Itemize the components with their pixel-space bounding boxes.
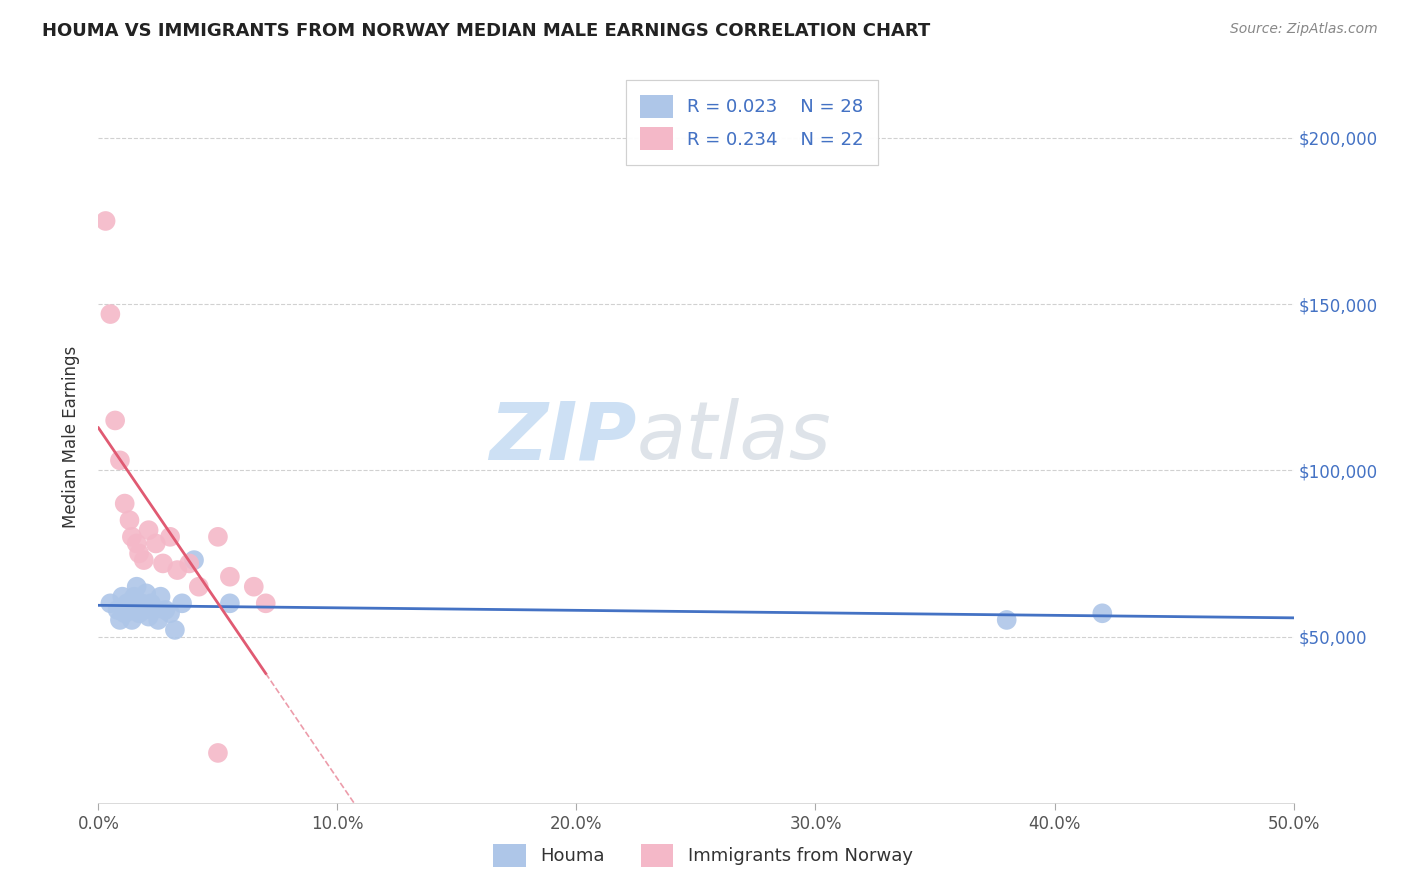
Point: [1091, 607, 1114, 621]
Point: [163, 623, 186, 637]
Point: [138, 609, 160, 624]
Point: [159, 607, 181, 621]
Point: [172, 596, 194, 610]
Point: [128, 607, 150, 621]
Point: [94, 214, 117, 228]
Point: [145, 536, 167, 550]
Point: [219, 570, 242, 584]
Point: [125, 580, 148, 594]
Point: [152, 557, 174, 571]
Point: [98, 307, 122, 321]
Point: [114, 607, 136, 621]
Point: [104, 413, 127, 427]
Text: HOUMA VS IMMIGRANTS FROM NORWAY MEDIAN MALE EARNINGS CORRELATION CHART: HOUMA VS IMMIGRANTS FROM NORWAY MEDIAN M…: [42, 22, 931, 40]
Point: [155, 603, 177, 617]
Point: [124, 590, 146, 604]
Point: [125, 596, 148, 610]
Text: ZIP: ZIP: [489, 398, 637, 476]
Point: [254, 596, 277, 610]
Legend: R = 0.023    N = 28, R = 0.234    N = 22: R = 0.023 N = 28, R = 0.234 N = 22: [626, 80, 879, 165]
Point: [131, 596, 153, 610]
Point: [166, 563, 188, 577]
Point: [142, 603, 165, 617]
Point: [135, 586, 157, 600]
Point: [98, 596, 122, 610]
Point: [243, 580, 266, 594]
Point: [111, 590, 134, 604]
Point: [183, 553, 205, 567]
Point: [118, 603, 141, 617]
Point: [219, 596, 242, 610]
Point: [108, 613, 131, 627]
Point: [118, 513, 141, 527]
Point: [121, 530, 143, 544]
Point: [139, 596, 162, 610]
Point: [187, 580, 209, 594]
Text: atlas: atlas: [637, 398, 831, 476]
Point: [995, 613, 1018, 627]
Point: [115, 596, 138, 610]
Point: [108, 453, 131, 467]
Point: [107, 603, 129, 617]
Point: [132, 553, 155, 567]
Point: [148, 613, 170, 627]
Text: Source: ZipAtlas.com: Source: ZipAtlas.com: [1230, 22, 1378, 37]
Point: [149, 590, 172, 604]
Point: [207, 530, 229, 544]
Point: [125, 536, 148, 550]
Legend: Houma, Immigrants from Norway: Houma, Immigrants from Norway: [486, 837, 920, 874]
Point: [132, 603, 155, 617]
Point: [138, 523, 160, 537]
Point: [114, 497, 136, 511]
Y-axis label: Median Male Earnings: Median Male Earnings: [62, 346, 80, 528]
Point: [159, 530, 181, 544]
Point: [128, 546, 150, 560]
Point: [179, 557, 201, 571]
Point: [207, 746, 229, 760]
Point: [121, 613, 143, 627]
